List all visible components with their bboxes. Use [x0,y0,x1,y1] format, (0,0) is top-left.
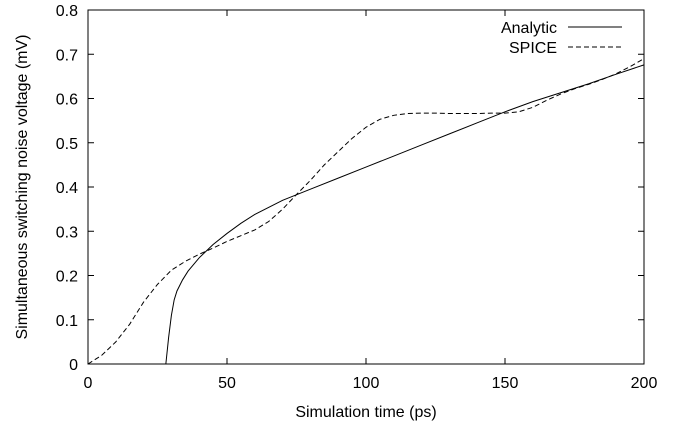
y-tick-label-5: 0.5 [56,136,78,153]
x-tick-label-1: 50 [218,375,236,392]
series-line-spice [87,58,645,365]
y-tick-label-1: 0.1 [56,313,78,330]
legend-label-spice: SPICE [509,40,557,57]
plot-frame [87,9,645,365]
y-tick-label-7: 0.7 [56,47,78,64]
x-tick-label-4: 200 [631,375,658,392]
y-tick-label-3: 0.3 [56,224,78,241]
y-axis-label: Simultaneous switching noise voltage (mV… [14,34,31,339]
series-line-analytic [165,64,645,365]
axis-tick-labels: 0 50 100 150 200 0 0.1 0.2 0.3 0.4 0.5 0.6 0.7 0.8 [56,3,658,392]
y-tick-label-4: 0.4 [56,180,78,197]
axis-ticks [87,9,645,365]
legend-label-analytic: Analytic [501,20,557,37]
x-axis-label: Simulation time (ps) [295,404,436,421]
x-tick-label-3: 150 [492,375,519,392]
y-tick-label-0: 0 [69,357,78,374]
y-tick-label-6: 0.6 [56,92,78,109]
y-tick-label-8: 0.8 [56,3,78,20]
x-tick-label-0: 0 [84,375,93,392]
x-tick-label-2: 100 [353,375,380,392]
y-tick-label-2: 0.2 [56,269,78,286]
legend: Analytic SPICE [501,20,622,57]
series-layer [87,58,645,365]
